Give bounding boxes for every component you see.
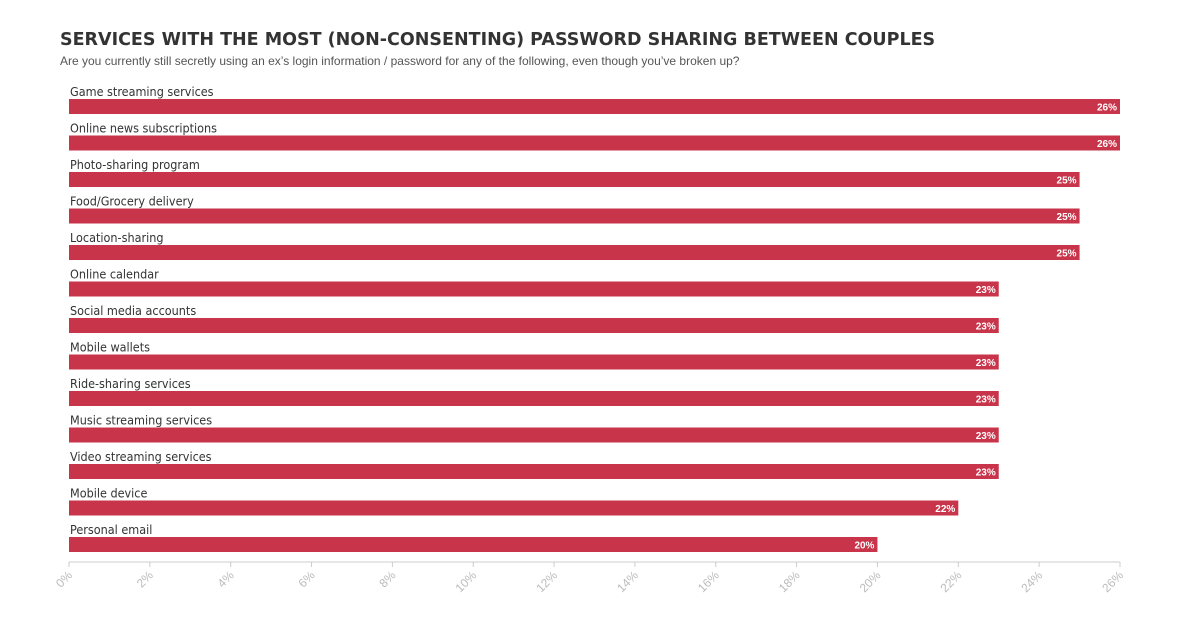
category-label: Video streaming services <box>70 449 212 464</box>
bar <box>69 537 878 552</box>
x-tick-label: 16% <box>695 568 722 595</box>
x-tick-label: 22% <box>938 568 965 595</box>
bar-value-label: 23% <box>976 322 996 333</box>
bar-value-label: 23% <box>976 431 996 442</box>
category-label: Mobile wallets <box>70 340 150 355</box>
bar <box>69 464 999 479</box>
x-tick-label: 6% <box>295 568 317 590</box>
category-label: Game streaming services <box>70 84 214 99</box>
bar <box>69 318 999 333</box>
category-label: Mobile device <box>70 486 147 501</box>
category-label: Photo-sharing program <box>70 157 200 172</box>
bar <box>69 245 1080 260</box>
x-tick-label: 24% <box>1018 568 1045 595</box>
bar <box>69 354 999 370</box>
x-tick-label: 14% <box>614 568 641 595</box>
bar-value-label: 23% <box>976 285 996 296</box>
x-tick-label: 8% <box>376 568 398 590</box>
x-tick-label: 18% <box>776 568 803 595</box>
category-label: Social media accounts <box>70 303 196 318</box>
bar <box>69 99 1120 114</box>
category-label: Personal email <box>70 522 152 537</box>
x-tick-label: 12% <box>533 568 560 595</box>
category-label: Music streaming services <box>70 413 212 428</box>
bar-value-label: 25% <box>1057 212 1077 223</box>
bar <box>69 391 999 406</box>
x-tick-label: 20% <box>857 568 884 595</box>
bar-value-label: 23% <box>976 468 996 479</box>
x-tick-label: 0% <box>53 568 75 590</box>
bar-value-label: 26% <box>1097 103 1117 114</box>
chart-title: SERVICES WITH THE MOST (NON-CONSENTING) … <box>60 30 936 50</box>
bar <box>69 135 1120 151</box>
category-label: Food/Grocery delivery <box>70 194 194 209</box>
bar-value-label: 22% <box>935 504 955 515</box>
bar <box>69 208 1080 224</box>
x-tick-label: 2% <box>134 568 156 590</box>
category-label: Location-sharing <box>70 230 164 245</box>
bar-value-label: 23% <box>976 395 996 406</box>
bar-value-label: 26% <box>1097 139 1117 150</box>
bar <box>69 172 1080 187</box>
x-tick-label: 4% <box>215 568 237 590</box>
x-tick-label: 10% <box>452 568 479 595</box>
chart-subtitle: Are you currently still secretly using a… <box>60 54 740 68</box>
bar-value-label: 25% <box>1057 249 1077 260</box>
bar <box>69 500 959 516</box>
bar-value-label: 25% <box>1057 176 1077 187</box>
category-label: Online calendar <box>70 267 159 282</box>
category-label: Ride-sharing services <box>70 376 191 391</box>
bar <box>69 281 999 297</box>
bar-value-label: 20% <box>854 541 874 552</box>
x-tick-label: 26% <box>1099 568 1126 595</box>
bar <box>69 427 999 443</box>
category-label: Online news subscriptions <box>70 121 217 136</box>
bar-value-label: 23% <box>976 358 996 369</box>
